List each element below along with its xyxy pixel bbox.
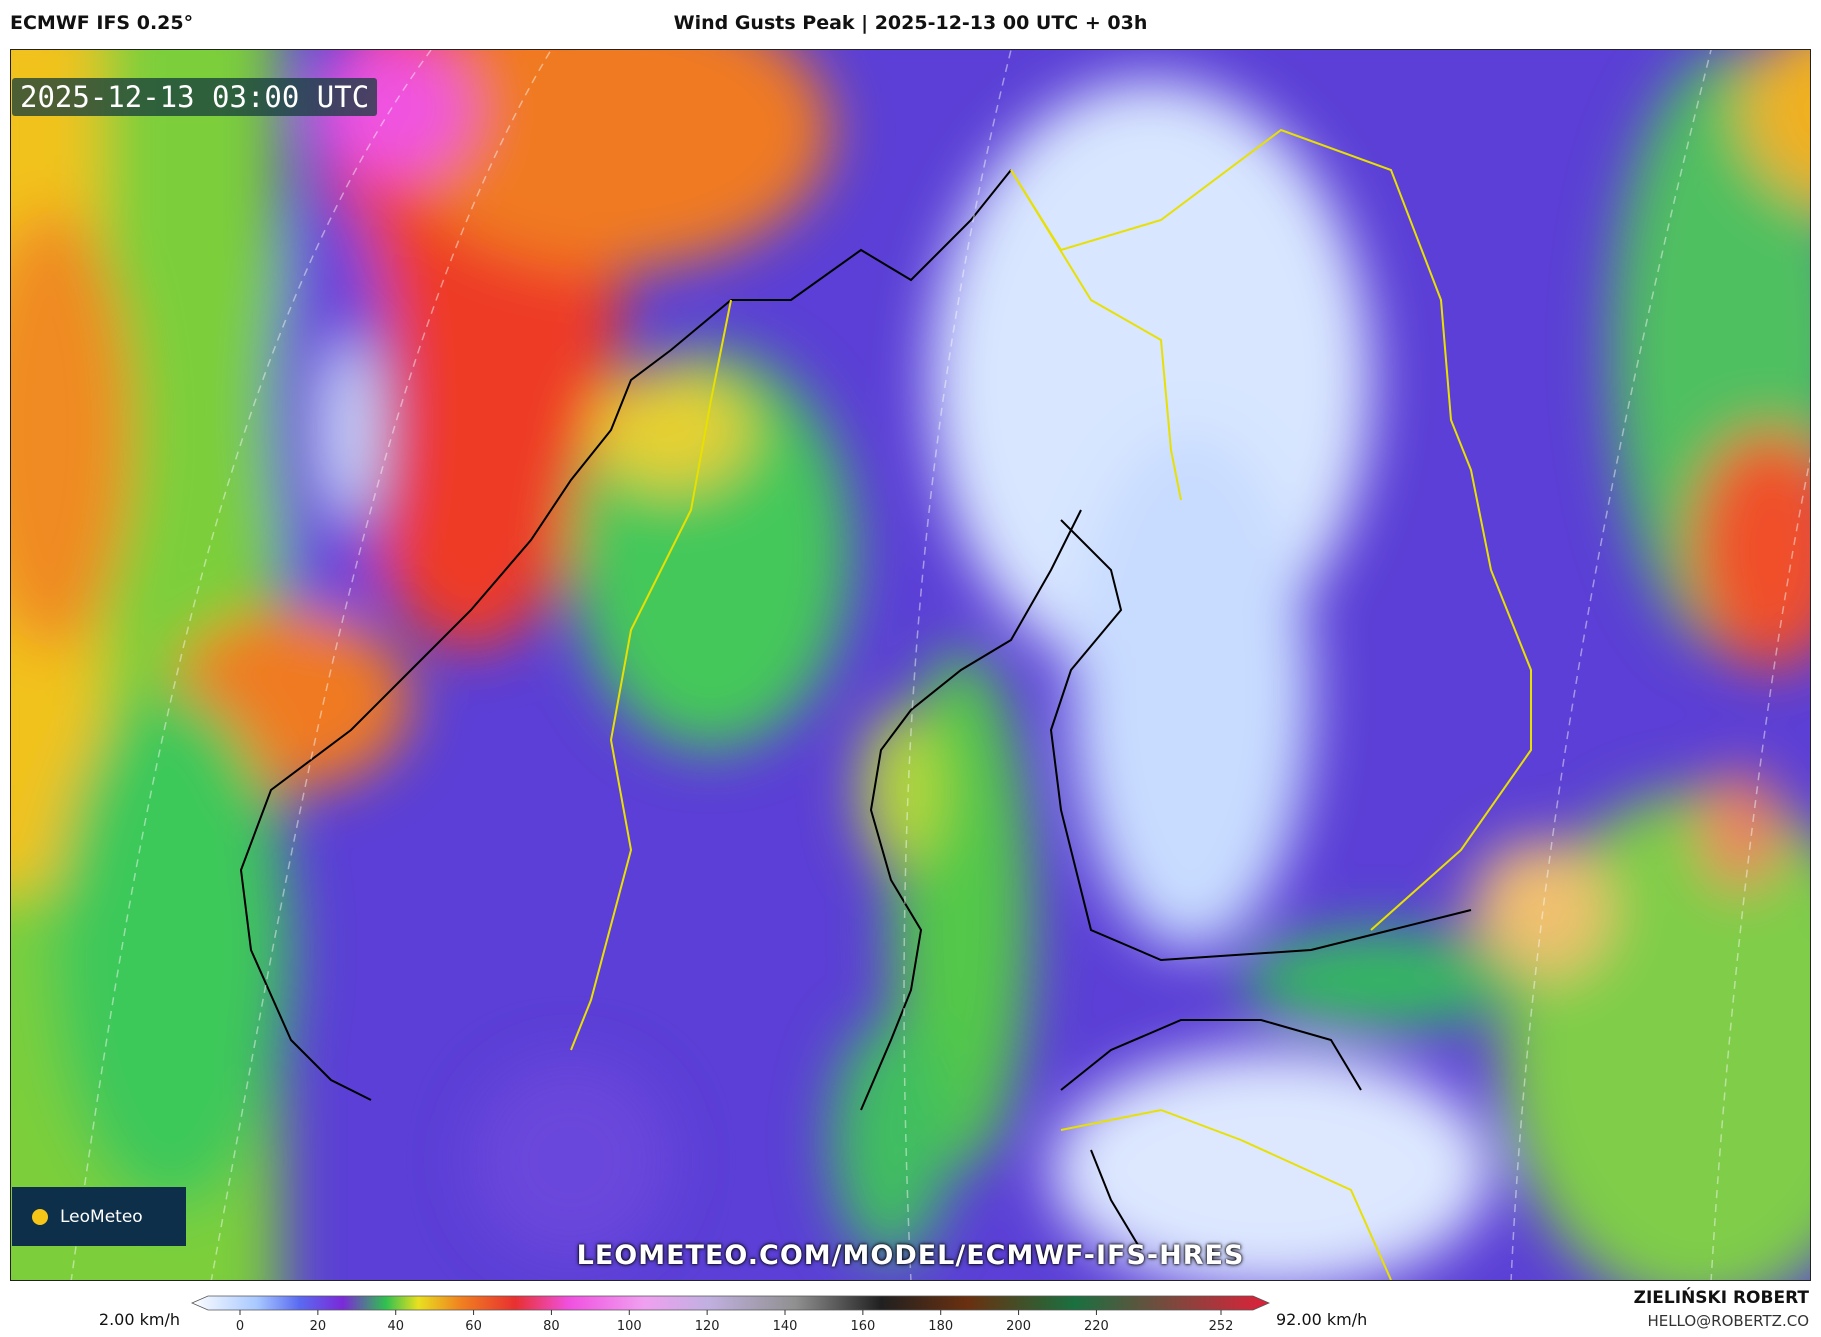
colorbar-tick-label: 120: [695, 1319, 720, 1334]
map-field: [11, 50, 1810, 1280]
logo: LeoMeteo: [12, 1187, 186, 1246]
colorbar-tick-label: 220: [1084, 1319, 1109, 1334]
colorbar: 0 20 40 60 80 100 120 140 160 180 200 220 252: [191, 1295, 1270, 1334]
colorbar-tick-label: 80: [543, 1319, 560, 1334]
colorbar-tick-label: 20: [310, 1319, 327, 1334]
colorbar-tick-label: 0: [236, 1319, 244, 1334]
watermark: LEOMETEO.COM/MODEL/ECMWF-IFS-HRES: [576, 1240, 1245, 1271]
wind-map: [10, 49, 1811, 1281]
valid-time: 2025-12-13 03:00 UTC: [12, 78, 378, 116]
email: HELLO@ROBERTZ.CO: [1647, 1312, 1809, 1330]
colorbar-tick-label: 140: [773, 1319, 798, 1334]
logo-icon: [32, 1208, 48, 1225]
colorbar-min: 2.00 km/h: [98, 1310, 180, 1329]
colorbar-tick-label: 252: [1209, 1319, 1234, 1334]
map-title: Wind Gusts Peak | 2025-12-13 00 UTC + 03…: [673, 12, 1148, 34]
colorbar-tick-label: 40: [387, 1319, 404, 1334]
colorbar-tick-label: 200: [1006, 1319, 1031, 1334]
colorbar-tick-label: 60: [465, 1319, 482, 1334]
author: ZIELIŃSKI ROBERT: [1633, 1288, 1809, 1308]
logo-text: LeoMeteo: [60, 1206, 143, 1227]
colorbar-tick-label: 180: [928, 1319, 953, 1334]
colorbar-tick-label: 100: [617, 1319, 642, 1334]
colorbar-ramp: [191, 1295, 1270, 1311]
colorbar-tick-label: 160: [850, 1319, 875, 1334]
colorbar-max: 92.00 km/h: [1276, 1310, 1368, 1329]
model-name: ECMWF IFS 0.25°: [10, 12, 194, 34]
